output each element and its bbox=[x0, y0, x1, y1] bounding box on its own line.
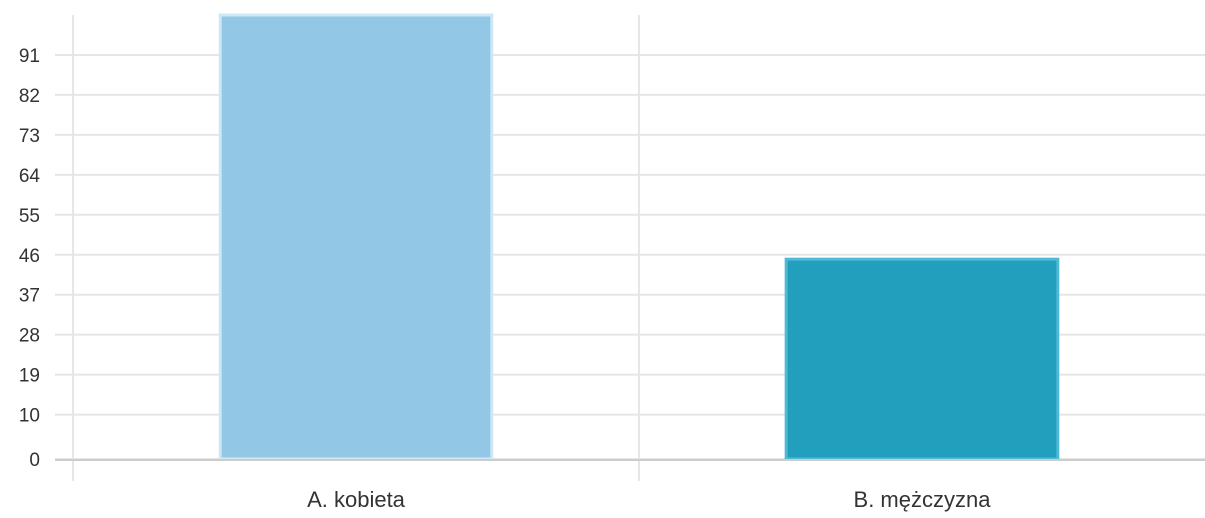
y-tick-label: 46 bbox=[19, 246, 40, 267]
y-tick-label: 64 bbox=[19, 166, 41, 187]
y-tick-label: 10 bbox=[19, 406, 40, 427]
y-tick-label: 19 bbox=[19, 366, 40, 387]
y-tick-label: 73 bbox=[19, 126, 40, 147]
y-tick-label: 37 bbox=[19, 286, 40, 307]
y-tick-label: 82 bbox=[19, 86, 40, 107]
bar-1 bbox=[218, 13, 494, 461]
x-category-label: A. kobieta bbox=[307, 487, 406, 512]
bars bbox=[218, 13, 1060, 461]
y-tick-label: 91 bbox=[19, 46, 40, 67]
y-tick-label: 0 bbox=[29, 450, 40, 471]
y-axis-ticks: 0 10 19 28 37 46 55 64 73 82 91 bbox=[19, 46, 41, 471]
x-category-label: B. mężczyzna bbox=[854, 487, 992, 512]
bar-2 bbox=[784, 257, 1060, 461]
x-axis-categories: A. kobieta B. mężczyzna bbox=[307, 487, 991, 512]
y-tick-label: 55 bbox=[19, 206, 40, 227]
y-tick-label: 28 bbox=[19, 326, 40, 347]
